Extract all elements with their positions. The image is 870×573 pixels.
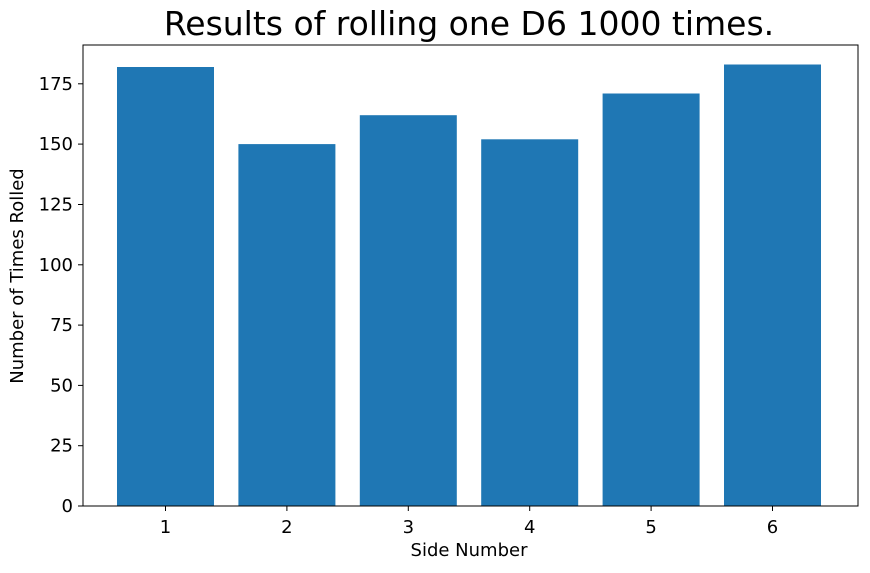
y-tick-label: 75 xyxy=(50,315,73,336)
x-tick-label: 5 xyxy=(645,517,656,538)
bar-side-4 xyxy=(481,139,579,507)
bar-side-6 xyxy=(724,64,821,506)
y-tick-label: 25 xyxy=(50,436,73,457)
y-axis-label: Number of Times Rolled xyxy=(7,168,28,383)
bar-side-5 xyxy=(602,93,700,506)
bar-side-1 xyxy=(117,67,214,506)
y-axis-ticks: 0 25 50 75 100 125 150 175 xyxy=(39,74,83,517)
x-tick-label: 4 xyxy=(524,517,535,538)
x-tick-label: 2 xyxy=(281,517,292,538)
x-tick-label: 6 xyxy=(767,517,778,538)
x-tick-label: 1 xyxy=(160,517,171,538)
y-tick-label: 50 xyxy=(50,375,73,396)
y-tick-label: 100 xyxy=(39,255,73,276)
bar-side-3 xyxy=(359,115,457,506)
y-tick-label: 0 xyxy=(62,496,73,517)
x-tick-label: 3 xyxy=(403,517,414,538)
y-tick-label: 125 xyxy=(39,195,73,216)
bar-side-2 xyxy=(238,144,336,506)
plot-frame xyxy=(82,44,859,507)
chart-title: Results of rolling one D6 1000 times. xyxy=(164,4,774,43)
y-tick-label: 150 xyxy=(39,134,73,155)
x-axis-label: Side Number xyxy=(411,540,529,561)
bars-layer xyxy=(117,64,821,507)
x-axis-ticks: 1 2 3 4 5 6 xyxy=(160,506,778,538)
y-tick-label: 175 xyxy=(39,74,73,95)
